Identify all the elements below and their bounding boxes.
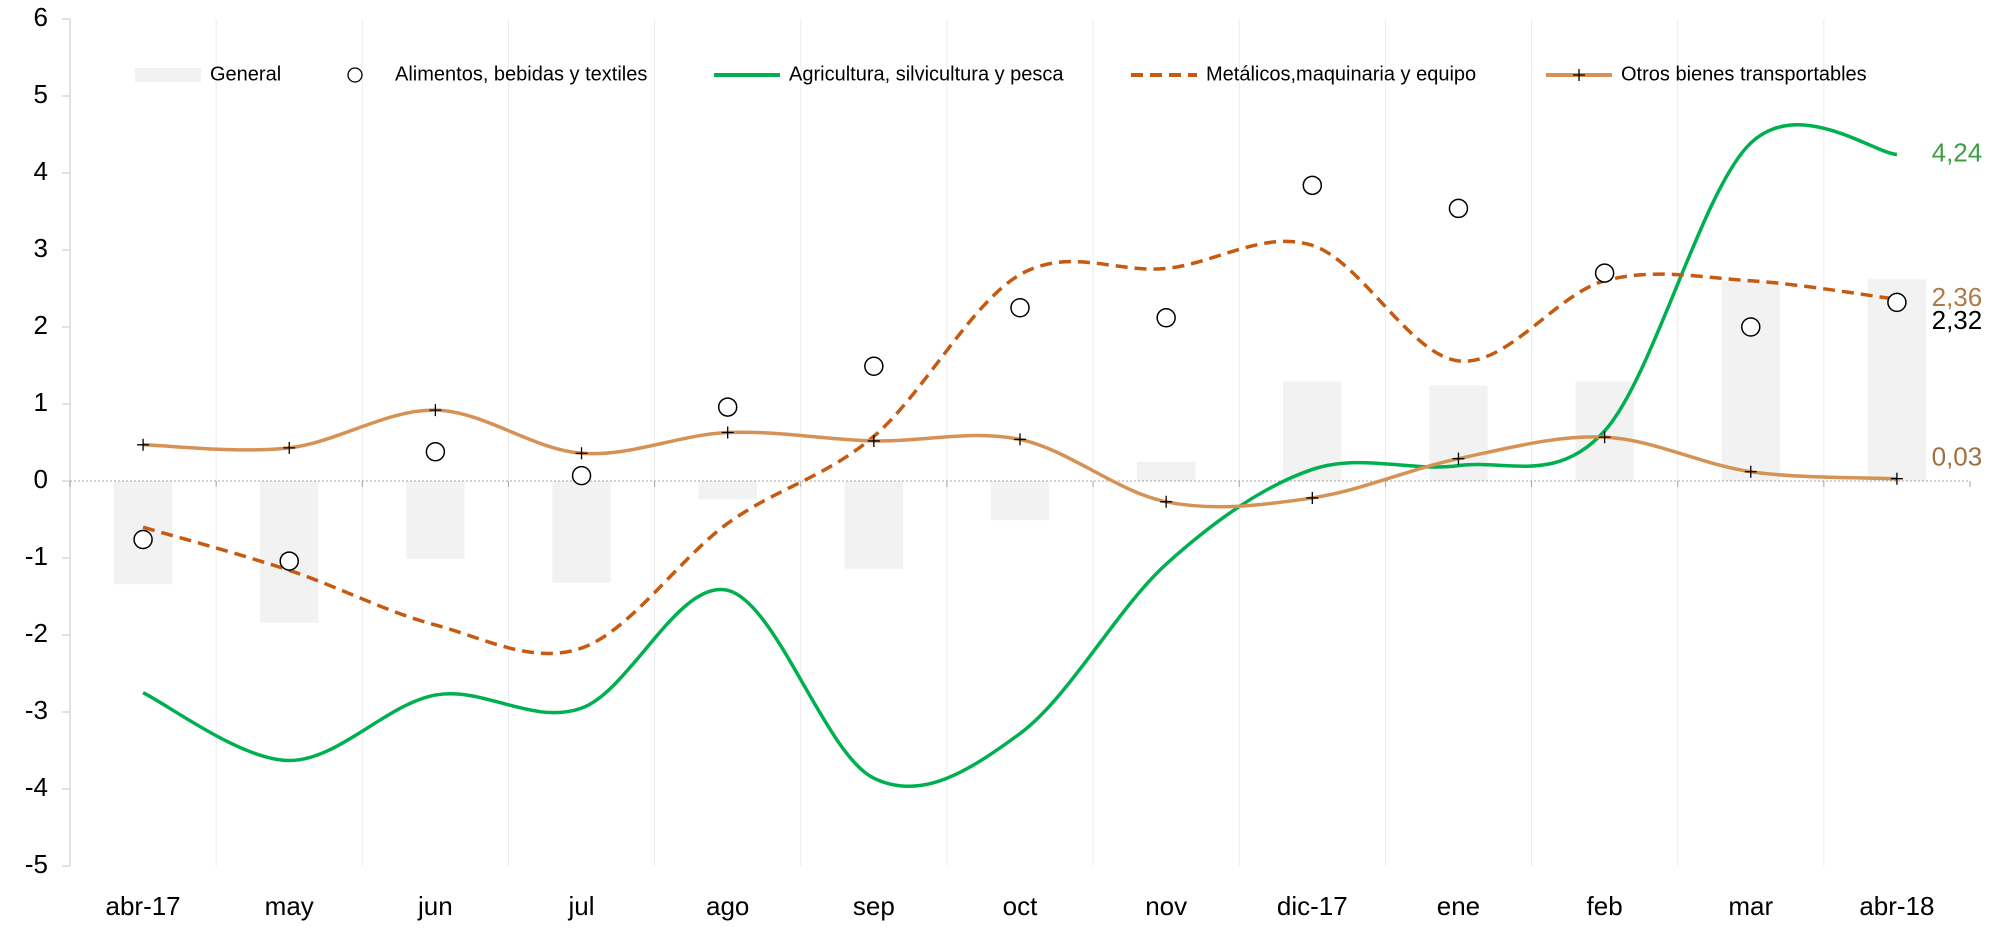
y-tick-label: 3 [34, 233, 48, 263]
cross-marker [1014, 433, 1026, 446]
bar [1136, 461, 1196, 481]
value-label: 2,36 [1932, 282, 1983, 312]
cross [1306, 491, 1319, 504]
marker [1887, 292, 1907, 313]
legend-label: General [210, 63, 281, 85]
legend-swatch [135, 68, 201, 82]
y-tick-label: -3 [25, 695, 48, 725]
cross [283, 441, 296, 454]
cross [575, 447, 588, 460]
marker [1448, 198, 1469, 219]
bar [844, 481, 904, 569]
cross [1452, 452, 1465, 465]
marker [279, 551, 299, 571]
x-tick-label: oct [1003, 891, 1038, 921]
cross-marker [721, 426, 734, 439]
legend-label: Metálicos,maquinaria y equipo [1206, 63, 1476, 85]
cross-marker [283, 441, 296, 454]
marker [1594, 263, 1615, 283]
legend-label: Alimentos, bebidas y textiles [395, 63, 647, 85]
cross-marker [867, 434, 880, 447]
y-tick-label: 6 [34, 2, 48, 32]
x-tick-label: jul [568, 891, 595, 921]
value-label: 4,24 [1932, 137, 1983, 167]
cross-marker [1160, 495, 1173, 508]
legend: General Alimentos, bebidas y textiles Agri… [135, 63, 1867, 85]
cross-marker [429, 404, 442, 417]
cross-marker [137, 438, 150, 451]
cross-marker [1598, 431, 1611, 444]
bar [552, 481, 611, 583]
marker [1741, 317, 1761, 337]
x-tick-label: mar [1728, 891, 1773, 921]
legend-swatch [347, 67, 363, 83]
y-tick-label: 1 [34, 387, 48, 417]
x-tick-label: may [265, 891, 314, 921]
x-tick-label: abr-17 [105, 891, 180, 921]
y-tick-label: -4 [25, 772, 48, 802]
x-tick-label: abr-18 [1859, 891, 1934, 921]
value-label: 2,32 [1932, 305, 1983, 335]
bar [1867, 279, 1927, 481]
x-tick-label: dic-17 [1277, 891, 1348, 921]
x-tick-label: nov [1145, 891, 1187, 921]
y-tick-label: 4 [34, 156, 48, 186]
bar [1721, 280, 1780, 481]
x-tick-label: ene [1437, 891, 1480, 921]
bar [990, 481, 1050, 521]
legend-label: Agricultura, silvicultura y pesca [789, 63, 1064, 85]
cross [1014, 433, 1026, 446]
marker [864, 356, 884, 377]
bars-layer [113, 279, 1927, 623]
y-tick-label: 2 [34, 310, 48, 340]
legend-cross [1573, 69, 1585, 81]
series-line [142, 123, 1898, 789]
y-tick-label: -2 [25, 618, 48, 648]
marker [571, 465, 592, 486]
markers-layer: 2,32 4,24 2,36 0,03 [133, 137, 1983, 571]
marker [1302, 175, 1323, 196]
cross-marker [575, 447, 588, 460]
cross [137, 438, 150, 451]
y-tick-label: 5 [34, 79, 48, 109]
cross-marker [1452, 452, 1465, 465]
cross [429, 404, 442, 417]
zero-layer [69, 480, 1971, 487]
x-tick-label: ago [706, 891, 749, 921]
x-tick-label: feb [1587, 891, 1623, 921]
cross [1890, 472, 1903, 485]
legend-label: Otros bienes transportables [1621, 63, 1867, 85]
y-tick-label: 0 [34, 464, 48, 494]
marker [1156, 308, 1176, 328]
marker [425, 441, 446, 462]
cross [867, 434, 880, 447]
cross-marker [1744, 465, 1757, 478]
bar [406, 481, 465, 559]
bar [698, 481, 757, 500]
cross-marker [1306, 491, 1319, 504]
cross [1160, 495, 1173, 508]
value-label: 0,03 [1932, 442, 1983, 472]
y-tick-label: -1 [25, 541, 48, 571]
cross [1744, 465, 1757, 478]
marker [717, 397, 738, 417]
x-tick-label: sep [853, 891, 895, 921]
cross-marker [1890, 472, 1903, 485]
marker [133, 529, 153, 550]
marker [1010, 298, 1030, 318]
cross [1598, 431, 1611, 444]
y-tick-label: -5 [25, 849, 48, 879]
x-tick-label: jun [417, 891, 453, 921]
cross [721, 426, 734, 439]
